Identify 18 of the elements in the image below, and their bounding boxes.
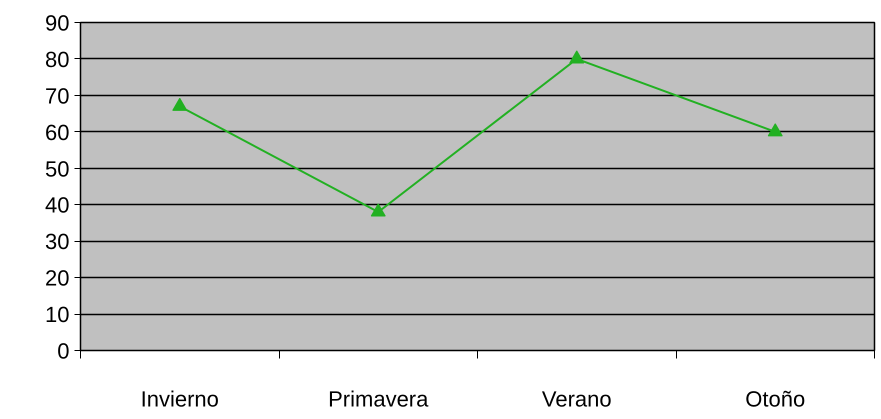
- y-tick-label: 90: [45, 10, 70, 36]
- point: [172, 98, 188, 111]
- y-tick-label: 30: [45, 229, 70, 254]
- y-tick-label: 70: [45, 83, 70, 108]
- y-tick-label: 20: [45, 266, 70, 291]
- x-tick-label: Primavera: [328, 386, 430, 412]
- y-tick-label: 10: [45, 302, 70, 328]
- point: [768, 123, 783, 136]
- x-tick-label: Verano: [542, 386, 612, 412]
- point: [569, 50, 584, 64]
- x-tick-label: Invierno: [140, 386, 219, 412]
- y-tick-label: 0: [57, 338, 70, 364]
- y-tick-label: 50: [45, 156, 70, 182]
- y-tick-label: 80: [45, 46, 70, 72]
- x-tick-label: Otoño: [745, 386, 806, 412]
- point: [370, 203, 386, 217]
- y-tick-label: 60: [45, 120, 70, 145]
- y-tick-label: 40: [45, 192, 70, 218]
